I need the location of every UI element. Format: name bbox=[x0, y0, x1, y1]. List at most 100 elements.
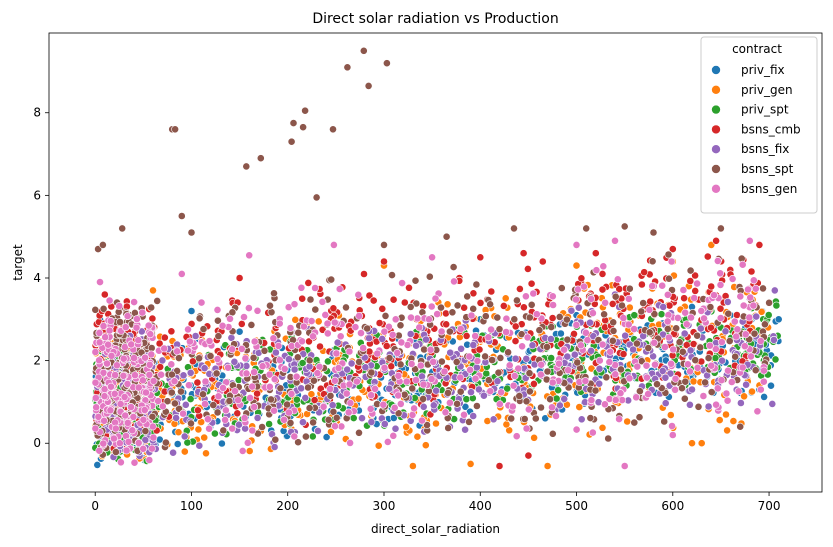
data-point bbox=[737, 399, 745, 407]
data-point bbox=[667, 257, 676, 266]
data-point bbox=[563, 352, 572, 361]
data-point bbox=[520, 415, 529, 423]
data-point bbox=[570, 329, 578, 338]
data-point bbox=[686, 400, 694, 409]
data-point bbox=[516, 284, 524, 293]
data-point bbox=[560, 345, 568, 354]
data-point bbox=[522, 397, 531, 406]
data-point bbox=[141, 353, 149, 362]
data-point bbox=[461, 425, 469, 434]
data-point bbox=[270, 375, 279, 384]
data-point bbox=[406, 330, 415, 338]
data-point bbox=[95, 328, 104, 337]
data-point bbox=[707, 361, 716, 370]
data-point bbox=[572, 295, 580, 304]
data-point bbox=[722, 410, 730, 419]
data-point bbox=[504, 348, 512, 357]
data-point bbox=[694, 402, 703, 411]
data-point bbox=[577, 415, 586, 424]
data-point bbox=[462, 331, 471, 340]
data-point bbox=[99, 322, 108, 330]
data-point bbox=[134, 383, 143, 392]
data-point bbox=[723, 426, 731, 435]
data-point bbox=[121, 323, 130, 332]
data-point bbox=[270, 289, 278, 298]
data-point bbox=[413, 314, 422, 323]
data-point bbox=[682, 320, 691, 329]
data-point bbox=[750, 329, 759, 338]
data-point bbox=[427, 375, 436, 383]
data-point bbox=[228, 308, 237, 317]
data-point bbox=[651, 360, 659, 369]
data-point bbox=[460, 303, 468, 312]
legend-item-bsns_spt: bsns_spt bbox=[711, 162, 794, 176]
data-point bbox=[210, 429, 219, 438]
data-point bbox=[122, 446, 131, 455]
data-point bbox=[768, 399, 777, 408]
data-point bbox=[710, 291, 718, 300]
data-point bbox=[201, 377, 210, 386]
data-point bbox=[276, 384, 285, 393]
data-point bbox=[546, 395, 554, 404]
data-point bbox=[374, 441, 383, 450]
data-point bbox=[749, 301, 758, 310]
data-point bbox=[241, 354, 250, 363]
data-point bbox=[548, 314, 557, 322]
data-point bbox=[611, 396, 620, 404]
data-point bbox=[200, 433, 209, 442]
data-point bbox=[380, 240, 388, 249]
data-point bbox=[475, 345, 484, 354]
x-tick-label: 200 bbox=[276, 499, 299, 513]
data-point bbox=[772, 301, 781, 310]
data-point bbox=[689, 377, 698, 386]
data-point bbox=[611, 236, 619, 245]
data-point bbox=[419, 394, 427, 403]
y-tick-label: 2 bbox=[33, 354, 41, 368]
data-point bbox=[753, 407, 762, 416]
data-point bbox=[274, 341, 283, 350]
legend-marker bbox=[711, 184, 721, 194]
data-point bbox=[410, 404, 418, 413]
data-point bbox=[644, 344, 653, 352]
x-tick-label: 300 bbox=[373, 499, 396, 513]
data-point bbox=[739, 301, 748, 310]
data-point bbox=[160, 344, 169, 353]
data-point bbox=[119, 354, 128, 363]
data-point bbox=[237, 319, 246, 328]
data-point bbox=[738, 363, 747, 372]
data-point bbox=[422, 335, 430, 344]
data-point bbox=[511, 322, 520, 331]
data-point bbox=[413, 432, 422, 441]
data-point bbox=[234, 396, 243, 404]
data-point bbox=[472, 363, 481, 372]
data-point bbox=[691, 271, 699, 280]
data-point bbox=[138, 376, 147, 385]
data-point bbox=[147, 303, 156, 312]
y-tick-label: 0 bbox=[33, 436, 41, 450]
data-point bbox=[724, 366, 732, 375]
data-point bbox=[294, 438, 302, 447]
data-point bbox=[349, 414, 358, 422]
data-point bbox=[481, 352, 489, 361]
data-point bbox=[461, 402, 470, 411]
data-point bbox=[298, 294, 307, 303]
data-point bbox=[548, 429, 557, 438]
data-point bbox=[745, 236, 754, 245]
data-point bbox=[267, 308, 276, 317]
data-point bbox=[582, 224, 591, 233]
data-point bbox=[286, 418, 295, 427]
data-point bbox=[518, 342, 526, 351]
data-point bbox=[253, 389, 261, 398]
x-tick-label: 600 bbox=[661, 499, 684, 513]
data-point bbox=[611, 292, 620, 301]
data-point bbox=[443, 300, 452, 309]
data-point bbox=[145, 360, 154, 369]
data-point bbox=[309, 418, 317, 427]
data-point bbox=[270, 406, 278, 415]
x-tick-label: 500 bbox=[565, 499, 588, 513]
data-point bbox=[659, 302, 668, 311]
data-point bbox=[525, 369, 534, 378]
data-point bbox=[327, 275, 336, 284]
data-point bbox=[467, 388, 475, 397]
